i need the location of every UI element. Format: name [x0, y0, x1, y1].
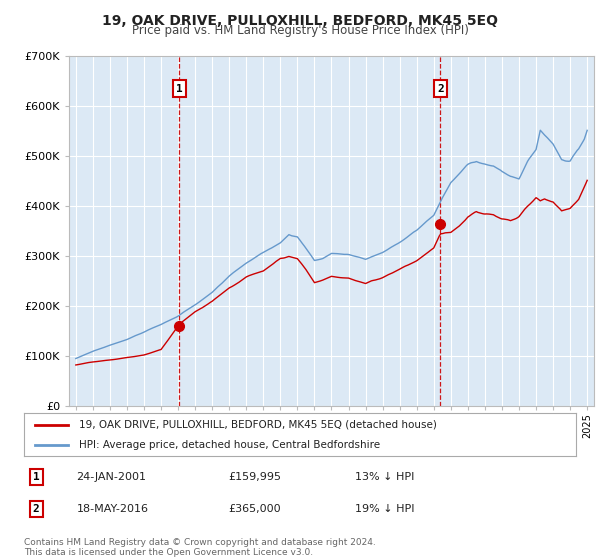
Text: 13% ↓ HPI: 13% ↓ HPI [355, 472, 415, 482]
Text: £159,995: £159,995 [228, 472, 281, 482]
Text: Contains HM Land Registry data © Crown copyright and database right 2024.
This d: Contains HM Land Registry data © Crown c… [24, 538, 376, 557]
Text: 2: 2 [33, 504, 40, 514]
Text: HPI: Average price, detached house, Central Bedfordshire: HPI: Average price, detached house, Cent… [79, 441, 380, 450]
Text: 18-MAY-2016: 18-MAY-2016 [76, 504, 148, 514]
Text: 1: 1 [176, 83, 182, 94]
Text: 19, OAK DRIVE, PULLOXHILL, BEDFORD, MK45 5EQ: 19, OAK DRIVE, PULLOXHILL, BEDFORD, MK45… [102, 14, 498, 28]
Text: 19, OAK DRIVE, PULLOXHILL, BEDFORD, MK45 5EQ (detached house): 19, OAK DRIVE, PULLOXHILL, BEDFORD, MK45… [79, 419, 437, 430]
Text: 1: 1 [33, 472, 40, 482]
Text: 2: 2 [437, 83, 443, 94]
Text: Price paid vs. HM Land Registry's House Price Index (HPI): Price paid vs. HM Land Registry's House … [131, 24, 469, 37]
Text: 24-JAN-2001: 24-JAN-2001 [76, 472, 146, 482]
Text: 19% ↓ HPI: 19% ↓ HPI [355, 504, 415, 514]
Text: £365,000: £365,000 [228, 504, 281, 514]
